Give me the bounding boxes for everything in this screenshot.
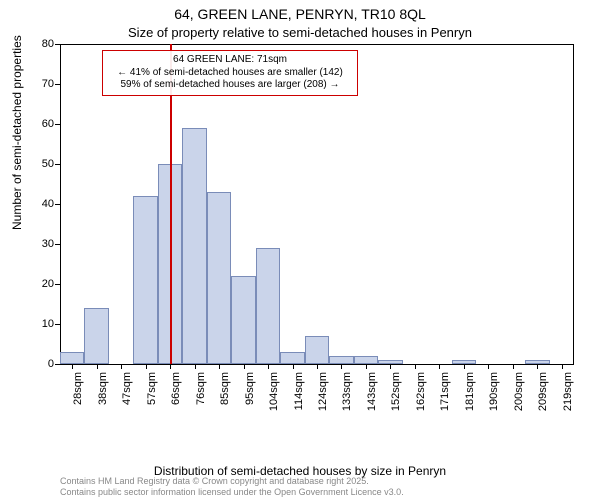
histogram-bar — [280, 352, 304, 364]
x-tick-label: 66sqm — [170, 372, 182, 420]
y-tick-label: 10 — [30, 318, 54, 330]
annotation-line2: ← 41% of semi-detached houses are smalle… — [109, 67, 351, 80]
x-tick-label: 114sqm — [293, 372, 305, 420]
y-tick-label: 50 — [30, 158, 54, 170]
x-tick-label: 219sqm — [562, 372, 574, 420]
histogram-bar — [256, 248, 280, 364]
annotation-box: 64 GREEN LANE: 71sqm← 41% of semi-detach… — [102, 50, 358, 96]
x-tick-label: 85sqm — [219, 372, 231, 420]
x-tick-label: 209sqm — [537, 372, 549, 420]
histogram-bar — [60, 352, 84, 364]
x-tick-label: 143sqm — [366, 372, 378, 420]
y-tick-label: 20 — [30, 278, 54, 290]
x-tick-label: 181sqm — [464, 372, 476, 420]
y-tick-label: 70 — [30, 78, 54, 90]
chart-title: 64, GREEN LANE, PENRYN, TR10 8QL — [0, 0, 600, 23]
y-tick-label: 80 — [30, 38, 54, 50]
x-tick-label: 28sqm — [72, 372, 84, 420]
annotation-line3: 59% of semi-detached houses are larger (… — [109, 79, 351, 92]
histogram-bar — [84, 308, 108, 364]
histogram-bar — [182, 128, 206, 364]
x-tick-label: 190sqm — [488, 372, 500, 420]
y-tick-label: 40 — [30, 198, 54, 210]
histogram-bar — [354, 356, 378, 364]
y-tick-label: 30 — [30, 238, 54, 250]
x-tick-label: 95sqm — [244, 372, 256, 420]
y-tick-label: 0 — [30, 358, 54, 370]
x-tick-label: 200sqm — [513, 372, 525, 420]
x-tick-label: 124sqm — [317, 372, 329, 420]
chart-plot-area: 0102030405060708028sqm38sqm47sqm57sqm66s… — [60, 44, 574, 414]
x-tick-label: 162sqm — [415, 372, 427, 420]
x-tick-label: 104sqm — [268, 372, 280, 420]
attribution-line1: Contains HM Land Registry data © Crown c… — [60, 476, 404, 487]
histogram-bar — [305, 336, 329, 364]
x-tick-label: 152sqm — [390, 372, 402, 420]
annotation-line1: 64 GREEN LANE: 71sqm — [109, 54, 351, 67]
x-tick-label: 76sqm — [195, 372, 207, 420]
histogram-bar — [231, 276, 255, 364]
y-tick-label: 60 — [30, 118, 54, 130]
histogram-bar — [133, 196, 157, 364]
x-tick-label: 57sqm — [146, 372, 158, 420]
histogram-bar — [329, 356, 353, 364]
attribution-text: Contains HM Land Registry data © Crown c… — [60, 476, 404, 498]
chart-subtitle: Size of property relative to semi-detach… — [0, 23, 600, 40]
x-tick-label: 171sqm — [439, 372, 451, 420]
attribution-line2: Contains public sector information licen… — [60, 487, 404, 498]
histogram-bar — [207, 192, 231, 364]
y-axis-label: Number of semi-detached properties — [10, 35, 24, 230]
x-tick-label: 38sqm — [97, 372, 109, 420]
x-tick-label: 47sqm — [121, 372, 133, 420]
x-tick-label: 133sqm — [341, 372, 353, 420]
